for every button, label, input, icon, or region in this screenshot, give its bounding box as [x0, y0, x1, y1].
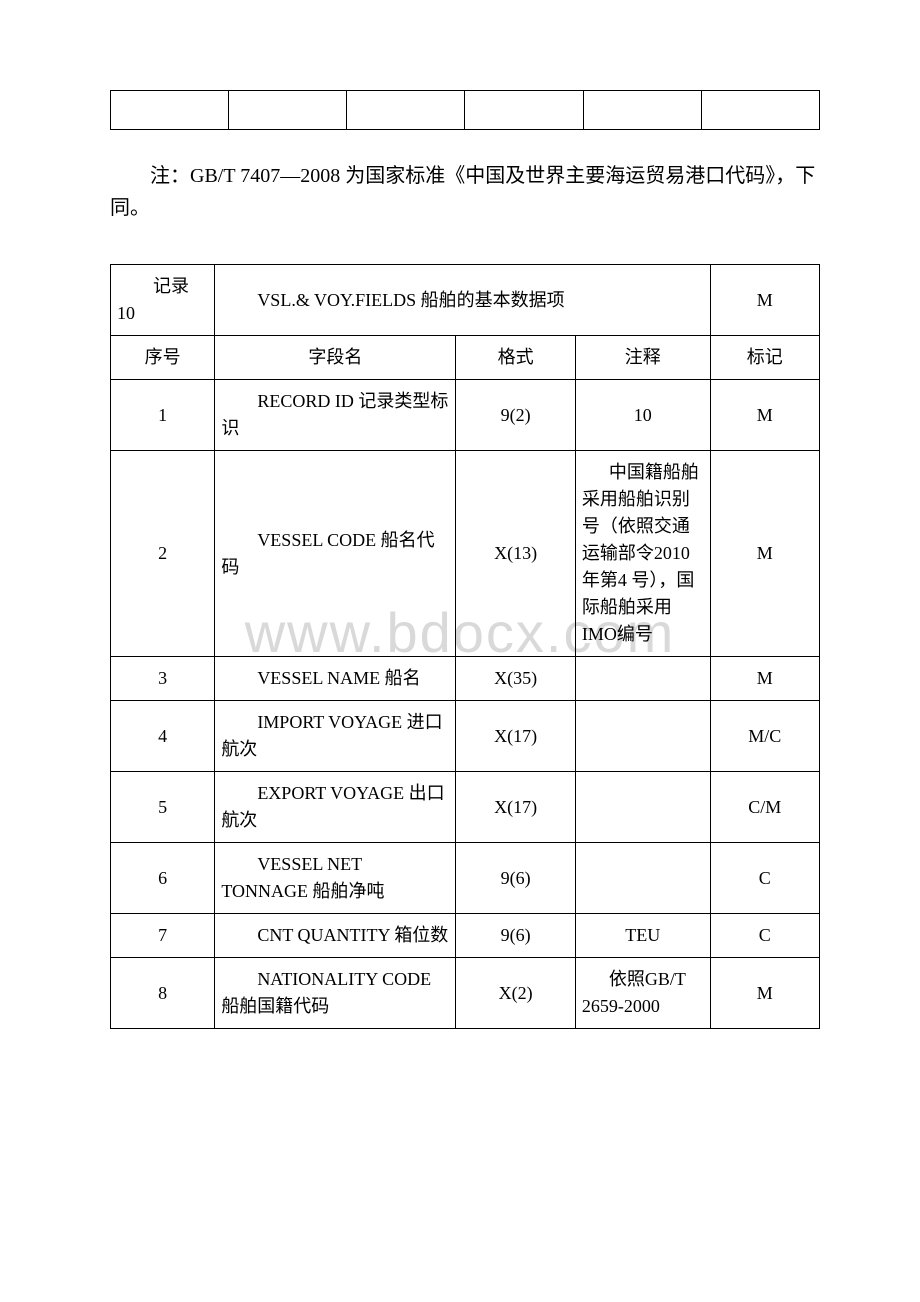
cell-field: EXPORT VOYAGE 出口航次 — [215, 772, 456, 843]
cell-field: NATIONALITY CODE 船舶国籍代码 — [215, 958, 456, 1029]
field-zh: 船舶净吨 — [312, 881, 384, 901]
cell-mark: M — [710, 958, 819, 1029]
header-record-label: 记录 10 — [111, 265, 215, 336]
col-header-field: 字段名 — [215, 336, 456, 380]
col-header-mark: 标记 — [710, 336, 819, 380]
empty-cell — [583, 91, 701, 130]
cell-format: X(13) — [456, 451, 576, 657]
cell-field: VESSEL NAME 船名 — [215, 657, 456, 701]
cell-format: X(35) — [456, 657, 576, 701]
cell-seq: 6 — [111, 843, 215, 914]
cell-mark: C — [710, 914, 819, 958]
field-zh: 箱位数 — [394, 925, 448, 945]
table-header-row: 记录 10 VSL.& VOY.FIELDS 船舶的基本数据项 M — [111, 265, 820, 336]
cell-note — [575, 657, 710, 701]
header-title: VSL.& VOY.FIELDS 船舶的基本数据项 — [215, 265, 710, 336]
cell-field: RECORD ID 记录类型标识 — [215, 380, 456, 451]
header-mark: M — [710, 265, 819, 336]
cell-field: VESSEL NET TONNAGE 船舶净吨 — [215, 843, 456, 914]
cell-seq: 4 — [111, 701, 215, 772]
cell-note: 10 — [575, 380, 710, 451]
cell-format: X(17) — [456, 772, 576, 843]
empty-cell — [347, 91, 465, 130]
field-en: EXPORT VOYAGE — [257, 783, 404, 803]
cell-seq: 2 — [111, 451, 215, 657]
empty-cell — [111, 91, 229, 130]
cell-mark: M — [710, 380, 819, 451]
table-row: 7 CNT QUANTITY 箱位数 9(6) TEU C — [111, 914, 820, 958]
cell-field: IMPORT VOYAGE 进口航次 — [215, 701, 456, 772]
cell-note — [575, 701, 710, 772]
field-en: NATIONALITY CODE — [257, 969, 431, 989]
table-row — [111, 91, 820, 130]
table-row: 5 EXPORT VOYAGE 出口航次 X(17) C/M — [111, 772, 820, 843]
note-paragraph: 注：GB/T 7407—2008 为国家标准《中国及世界主要海运贸易港口代码》，… — [110, 160, 820, 224]
cell-note: 依照GB/T 2659-2000 — [575, 958, 710, 1029]
cell-note: 中国籍船舶采用船舶识别号（依照交通运输部令2010 年第4 号），国际船舶采用 … — [575, 451, 710, 657]
cell-format: 9(6) — [456, 914, 576, 958]
header-title-text: VSL.& VOY.FIELDS 船舶的基本数据项 — [221, 287, 703, 314]
empty-header-table — [110, 90, 820, 130]
cell-mark: M — [710, 451, 819, 657]
cell-format: X(17) — [456, 701, 576, 772]
cell-mark: M — [710, 657, 819, 701]
field-en: VESSEL CODE — [257, 530, 376, 550]
cell-field: VESSEL CODE 船名代码 — [215, 451, 456, 657]
empty-cell — [229, 91, 347, 130]
field-zh: 船名 — [385, 668, 421, 688]
table-row: 4 IMPORT VOYAGE 进口航次 X(17) M/C — [111, 701, 820, 772]
field-en: RECORD ID — [257, 391, 354, 411]
col-header-note: 注释 — [575, 336, 710, 380]
cell-seq: 5 — [111, 772, 215, 843]
cell-mark: C — [710, 843, 819, 914]
cell-note — [575, 772, 710, 843]
record-10-table: 记录 10 VSL.& VOY.FIELDS 船舶的基本数据项 M 序号 字段名… — [110, 264, 820, 1029]
cell-note — [575, 843, 710, 914]
cell-seq: 7 — [111, 914, 215, 958]
cell-note: TEU — [575, 914, 710, 958]
table-row: 2 VESSEL CODE 船名代码 X(13) 中国籍船舶采用船舶识别号（依照… — [111, 451, 820, 657]
col-header-format: 格式 — [456, 336, 576, 380]
field-zh: 船舶国籍代码 — [221, 996, 329, 1016]
field-en: VESSEL NAME — [257, 668, 380, 688]
field-en: IMPORT VOYAGE — [257, 712, 402, 732]
table-row: 1 RECORD ID 记录类型标识 9(2) 10 M — [111, 380, 820, 451]
table-row: 3 VESSEL NAME 船名 X(35) M — [111, 657, 820, 701]
empty-cell — [465, 91, 583, 130]
cell-mark: C/M — [710, 772, 819, 843]
cell-mark: M/C — [710, 701, 819, 772]
cell-field: CNT QUANTITY 箱位数 — [215, 914, 456, 958]
cell-format: X(2) — [456, 958, 576, 1029]
table-row: 8 NATIONALITY CODE 船舶国籍代码 X(2) 依照GB/T 26… — [111, 958, 820, 1029]
field-en: CNT QUANTITY — [257, 925, 390, 945]
cell-seq: 8 — [111, 958, 215, 1029]
table-column-header-row: 序号 字段名 格式 注释 标记 — [111, 336, 820, 380]
cell-seq: 1 — [111, 380, 215, 451]
cell-format: 9(2) — [456, 380, 576, 451]
empty-cell — [701, 91, 819, 130]
cell-format: 9(6) — [456, 843, 576, 914]
table-row: 6 VESSEL NET TONNAGE 船舶净吨 9(6) C — [111, 843, 820, 914]
cell-seq: 3 — [111, 657, 215, 701]
col-header-seq: 序号 — [111, 336, 215, 380]
